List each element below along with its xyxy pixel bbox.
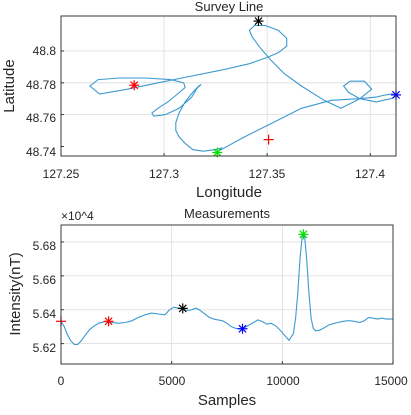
survey-track-line — [89, 24, 399, 152]
measurements-ytick-label: 5.62 — [33, 341, 57, 355]
measurements-marker — [237, 323, 248, 334]
survey-marker — [129, 80, 140, 91]
measurements-axes-box — [60, 224, 394, 365]
survey-plot: 127.25 127.3 127.35 127.4 48.74 48.76 48… — [1, 0, 401, 201]
measurements-marker — [103, 316, 114, 327]
survey-tick-marks — [60, 50, 371, 156]
survey-xtick-label: 127.3 — [149, 167, 179, 181]
measurements-markers — [56, 229, 309, 334]
measurements-xtick-label: 0 — [58, 374, 65, 388]
measurements-title: Measurements — [184, 206, 270, 221]
survey-xlabel: Longitude — [196, 184, 262, 201]
measurements-gridlines — [61, 225, 393, 364]
measurements-plot: 0 5000 10000 15000 5.62 5.64 5.66 5.68 ×… — [7, 206, 408, 409]
measurements-ytick-label: 5.66 — [33, 273, 57, 287]
survey-xtick-label: 127.4 — [355, 167, 385, 181]
intensity-line — [60, 234, 393, 346]
measurements-marker — [177, 303, 188, 314]
measurements-ytick-label: 5.68 — [33, 239, 57, 253]
survey-ytick-label: 48.78 — [26, 78, 56, 92]
survey-ylabel: Latitude — [1, 59, 18, 112]
measurements-xtick-label: 5000 — [159, 374, 186, 388]
survey-axes-box — [60, 15, 397, 157]
measurements-xtick-label: 10000 — [266, 374, 300, 388]
survey-marker — [263, 134, 274, 145]
measurements-xlabel: Samples — [198, 392, 256, 409]
survey-ytick-label: 48.8 — [33, 44, 57, 58]
survey-marker — [253, 16, 264, 27]
survey-ytick-label: 48.76 — [26, 111, 56, 125]
survey-gridlines — [61, 16, 396, 156]
measurements-ylabel: Intensity(nT) — [7, 252, 24, 335]
measurements-axis-exponent: ×10^4 — [61, 209, 94, 223]
survey-ytick-label: 48.74 — [26, 145, 56, 159]
survey-xtick-label: 127.35 — [249, 167, 286, 181]
survey-title: Survey Line — [195, 0, 264, 14]
measurements-marker — [298, 229, 309, 240]
measurements-ytick-label: 5.64 — [33, 307, 57, 321]
survey-xtick-label: 127.25 — [43, 167, 80, 181]
measurements-xtick-label: 15000 — [374, 374, 408, 388]
survey-markers — [129, 16, 401, 158]
measurements-tick-marks — [60, 241, 394, 364]
